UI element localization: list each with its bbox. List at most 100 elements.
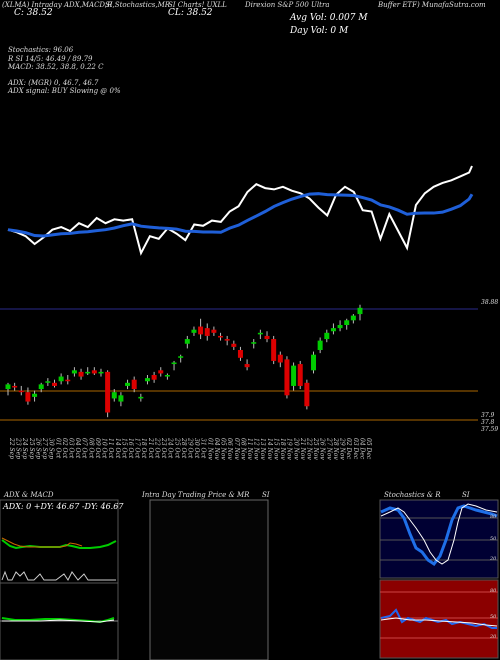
adx-readout: ADX: (MGR) 0, 46.7, 46.7 bbox=[8, 79, 99, 87]
candle-body bbox=[71, 370, 77, 374]
candle-body bbox=[38, 384, 44, 390]
candle-body bbox=[158, 370, 164, 374]
date-tick-label: 29 Nov bbox=[339, 437, 346, 460]
candle-body bbox=[311, 354, 317, 371]
candle-body bbox=[184, 339, 190, 344]
date-tick-label: 22 Sep bbox=[8, 437, 15, 459]
date-tick-label: 21 Nov bbox=[299, 437, 306, 460]
date-tick-label: 18 Oct bbox=[140, 438, 147, 459]
candle-body bbox=[317, 340, 323, 350]
stoch-tick-50: 50 bbox=[490, 536, 497, 542]
candle-body bbox=[164, 375, 170, 377]
date-tick-label: 13 Nov bbox=[259, 438, 266, 460]
date-tick-label: 25 Nov bbox=[312, 437, 319, 460]
candle-body bbox=[51, 382, 57, 386]
date-tick-label: 23 Oct bbox=[160, 437, 167, 459]
candle-body bbox=[344, 320, 350, 325]
candle-body bbox=[131, 379, 137, 390]
rsi-readout: R SI 14/5: 46.49 / 89.79 bbox=[8, 55, 93, 63]
date-tick-label: 18 Nov bbox=[279, 438, 286, 460]
date-tick-label: 15 Oct bbox=[120, 438, 127, 459]
candle-body bbox=[111, 392, 117, 399]
candle-body bbox=[237, 350, 243, 358]
header-title-mid: SI,Stochastics,MR bbox=[105, 1, 171, 9]
candle-body bbox=[98, 371, 104, 374]
date-tick-label: 21 Oct bbox=[147, 437, 154, 459]
candle-body bbox=[218, 335, 224, 338]
candles-group bbox=[5, 304, 363, 418]
date-tick-label: 26 Nov bbox=[319, 437, 326, 460]
candle-body bbox=[32, 393, 38, 397]
date-tick-label: 05 Dec bbox=[365, 438, 372, 460]
price-label-top: 38.88 bbox=[481, 299, 499, 306]
date-tick-label: 04 Nov bbox=[213, 438, 220, 460]
date-tick-label: 11 Oct bbox=[107, 438, 114, 459]
date-tick-label: 26 Sep bbox=[34, 437, 41, 459]
date-tick-label: 07 Oct bbox=[81, 438, 88, 459]
candle-body bbox=[324, 332, 330, 340]
header-price2: CL: 38.52 bbox=[168, 8, 213, 18]
header-title-right: Direxion S&P 500 Ultra bbox=[245, 1, 330, 9]
candle-body bbox=[350, 315, 356, 321]
date-tick-label: 14 Oct bbox=[114, 438, 121, 459]
date-tick-label: 16 Oct bbox=[127, 438, 134, 459]
adx-minus-line bbox=[1, 537, 83, 548]
candle-body bbox=[5, 384, 11, 390]
stoch-d-line bbox=[380, 503, 498, 565]
date-tick-label: 01 Nov bbox=[206, 438, 213, 460]
candle-body bbox=[257, 332, 263, 335]
adx-panel-title: ADX & MACD bbox=[4, 491, 54, 499]
candle-body bbox=[85, 371, 91, 374]
stoch-tick-20: 20 bbox=[490, 556, 497, 562]
candle-body bbox=[58, 376, 64, 382]
candle-body bbox=[171, 362, 177, 365]
date-tick-label: 15 Nov bbox=[272, 438, 279, 460]
date-tick-label: 08 Oct bbox=[87, 438, 94, 459]
date-tick-label: 03 Oct bbox=[68, 438, 75, 459]
candle-body bbox=[45, 381, 51, 383]
candle-body bbox=[78, 371, 84, 377]
date-tick-label: 08 Nov bbox=[239, 438, 246, 460]
candle-body bbox=[291, 365, 297, 386]
rsi-tick-50: 50 bbox=[490, 614, 497, 620]
date-axis: 22 Sep 23 Sep 24 Sep 25 Sep 26 Sep 27 Sep 30 S… bbox=[8, 437, 372, 460]
candle-body bbox=[264, 335, 270, 340]
rsi-tick-20: 20 bbox=[490, 634, 497, 640]
date-tick-label: 24 Oct bbox=[167, 437, 174, 459]
intraday-panel-title2: SI bbox=[262, 491, 270, 499]
date-tick-label: 25 Sep bbox=[28, 437, 35, 459]
date-tick-label: 11 Nov bbox=[246, 438, 253, 460]
intraday-panel-title: Intra Day Trading Price & MR bbox=[142, 491, 250, 499]
candle-body bbox=[284, 359, 290, 396]
candle-body bbox=[204, 328, 210, 336]
candle-body bbox=[211, 329, 217, 333]
date-tick-label: 27 Sep bbox=[41, 437, 48, 459]
date-tick-label: 05 Nov bbox=[220, 438, 227, 460]
candle-body bbox=[191, 329, 197, 333]
date-tick-label: 17 Oct bbox=[134, 438, 141, 459]
date-tick-label: 01 Oct bbox=[54, 438, 61, 459]
adx-line bbox=[1, 570, 116, 581]
candle-body bbox=[198, 326, 204, 335]
stoch-panel-title2: SI bbox=[462, 491, 470, 499]
date-tick-label: 02 Oct bbox=[61, 438, 68, 459]
date-tick-label: 20 Nov bbox=[292, 437, 299, 460]
candle-body bbox=[357, 307, 363, 315]
rsi-tick-80: 80 bbox=[490, 588, 497, 594]
price-line bbox=[7, 165, 473, 256]
header-title-left: (XLMA) Intraday ADX,MACD,R bbox=[2, 1, 113, 9]
candle-body bbox=[178, 356, 184, 358]
date-tick-label: 28 Nov bbox=[332, 437, 339, 460]
date-tick-label: 29 Oct bbox=[187, 437, 194, 459]
candle-body bbox=[231, 343, 237, 347]
stochastics-readout: Stochastics: 96.06 bbox=[8, 46, 74, 54]
date-tick-label: 30 Sep bbox=[48, 438, 55, 459]
date-tick-label: 19 Nov bbox=[286, 438, 293, 460]
candle-body bbox=[105, 371, 111, 413]
candle-body bbox=[271, 339, 277, 361]
candle-body bbox=[337, 325, 343, 329]
date-tick-label: 10 Oct bbox=[101, 438, 108, 459]
stoch-k-line bbox=[380, 504, 498, 567]
header-day-vol: Day Vol: 0 M bbox=[290, 26, 349, 36]
